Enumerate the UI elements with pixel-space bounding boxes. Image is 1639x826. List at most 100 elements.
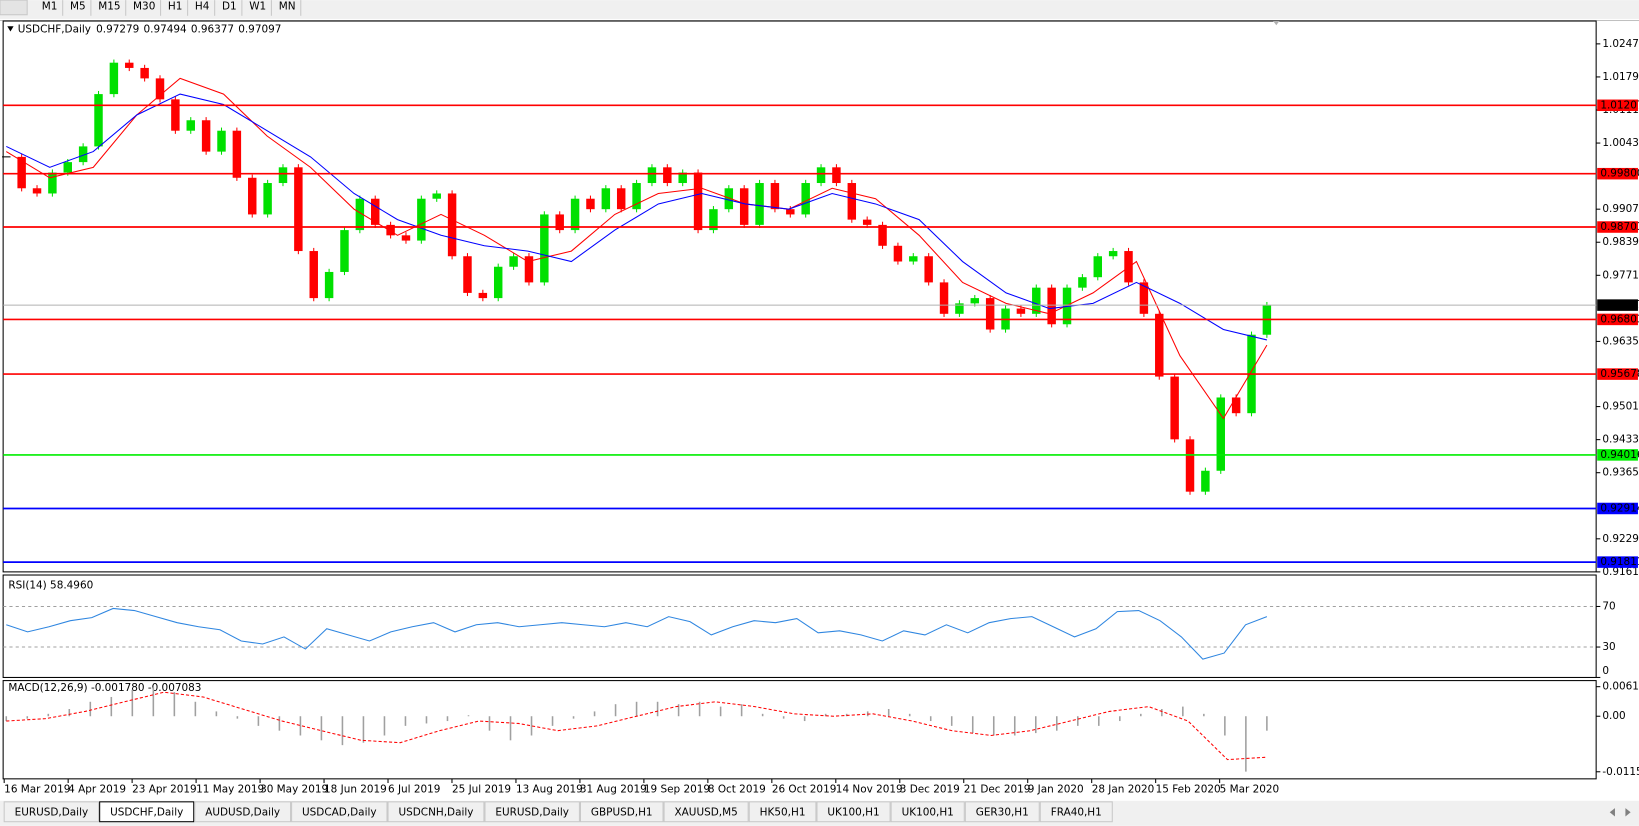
- timeframe-button[interactable]: M5: [70, 0, 86, 12]
- moving-average: [6, 93, 1268, 341]
- candle: [493, 266, 503, 299]
- x-tick-label: 19 Sep 2019: [644, 783, 710, 795]
- header-arrow[interactable]: [7, 26, 14, 32]
- symbol-title: USDCHF,Daily: [18, 23, 91, 35]
- candle: [232, 130, 242, 178]
- tool-button[interactable]: [0, 0, 28, 16]
- candle: [32, 188, 42, 194]
- x-tick-label: 15 Feb 2020: [1156, 783, 1221, 795]
- tab[interactable]: [579, 801, 664, 823]
- tab-label: EURUSD,Daily: [495, 806, 569, 818]
- candle: [217, 130, 226, 152]
- candle: [1047, 287, 1056, 325]
- tab-label: FRA40,H1: [1051, 806, 1102, 818]
- tab[interactable]: [484, 801, 580, 823]
- toolbar: [0, 0, 1639, 19]
- candle: [524, 256, 534, 283]
- tab[interactable]: [663, 801, 749, 823]
- candle: [1108, 251, 1118, 257]
- tab[interactable]: [816, 801, 891, 823]
- candle: [294, 167, 303, 252]
- tab[interactable]: [964, 801, 1040, 823]
- candle: [509, 256, 518, 267]
- candle: [816, 167, 826, 184]
- candle: [555, 214, 564, 231]
- candle: [324, 271, 334, 299]
- y-tick-label: 1.01790: [1602, 71, 1639, 83]
- level-label-bg: [1597, 299, 1638, 311]
- level-label-bg: [1597, 221, 1638, 233]
- tab-label: GBPUSD,H1: [591, 806, 653, 818]
- x-tick-label: 23 Apr 2019: [132, 783, 197, 795]
- candle: [278, 167, 288, 184]
- moving-average: [6, 77, 1268, 420]
- timeframe-button[interactable]: M15: [98, 0, 120, 12]
- candle: [1093, 256, 1103, 278]
- candle: [63, 162, 72, 173]
- ohlc-value: 0.97279: [96, 23, 139, 35]
- candle: [417, 198, 426, 241]
- tab-label: USDCNH,Daily: [399, 806, 474, 818]
- level-label: 0.91811: [1600, 556, 1639, 568]
- tab[interactable]: [291, 801, 388, 823]
- ohlc-value: 0.96377: [191, 23, 234, 35]
- x-tick-label: 9 Jan 2020: [1028, 783, 1084, 795]
- tab[interactable]: [890, 801, 965, 823]
- candle: [355, 198, 365, 231]
- tab[interactable]: [99, 801, 195, 823]
- candle: [955, 303, 964, 314]
- candle: [570, 198, 580, 231]
- candle: [616, 188, 626, 210]
- timeframe-button[interactable]: W1: [249, 0, 266, 12]
- y-tick-label: 0.00: [1602, 710, 1625, 722]
- x-tick-label: 31 Aug 2019: [580, 783, 647, 795]
- tab[interactable]: [3, 801, 100, 823]
- level-label: 0.92914: [1600, 502, 1639, 514]
- timeframe-button[interactable]: H4: [195, 0, 210, 12]
- x-tick-label: 3 Dec 2019: [900, 783, 960, 795]
- timeframe-button[interactable]: MN: [279, 0, 296, 12]
- tab-label: HK50,H1: [760, 806, 806, 818]
- indicator-line: [6, 607, 1268, 660]
- timeframe-button[interactable]: M30: [133, 0, 155, 12]
- timeframe-button[interactable]: M1: [42, 0, 58, 12]
- candle: [248, 177, 257, 215]
- y-tick-label: 70: [1602, 600, 1615, 612]
- candle: [1170, 376, 1179, 440]
- macd-title: MACD(12,26,9) -0.001780 -0.007083: [8, 682, 201, 694]
- candle: [1155, 313, 1164, 377]
- candle: [970, 298, 980, 304]
- candle: [1032, 287, 1041, 314]
- candle: [709, 209, 718, 231]
- tab[interactable]: [1039, 801, 1113, 823]
- tab[interactable]: [194, 801, 292, 823]
- candle: [1201, 470, 1210, 492]
- candle: [878, 224, 887, 246]
- candle: [78, 146, 88, 163]
- candle: [1016, 308, 1026, 314]
- level-label: 0.94016: [1600, 449, 1639, 461]
- candle: [663, 167, 672, 184]
- timeframe-button[interactable]: D1: [222, 0, 237, 12]
- tab-label: USDCAD,Daily: [302, 806, 377, 818]
- tab[interactable]: [387, 801, 485, 823]
- level-label: 0.97097: [1600, 299, 1639, 311]
- candle: [447, 193, 457, 257]
- x-tick-label: 8 Oct 2019: [708, 783, 766, 795]
- y-tick-label: 0.006137: [1602, 681, 1639, 693]
- tab-label: USDCHF,Daily: [110, 806, 183, 818]
- candle: [1216, 397, 1225, 471]
- candle: [939, 282, 949, 314]
- level-label: 0.96803: [1600, 313, 1639, 325]
- candle: [924, 256, 933, 283]
- timeframe-button[interactable]: H1: [168, 0, 183, 12]
- tabs: EURUSD,Daily USDCHF,Daily AUDUSD,Daily USDC…: [3, 801, 1113, 823]
- candle: [401, 235, 411, 241]
- tab[interactable]: [748, 801, 817, 823]
